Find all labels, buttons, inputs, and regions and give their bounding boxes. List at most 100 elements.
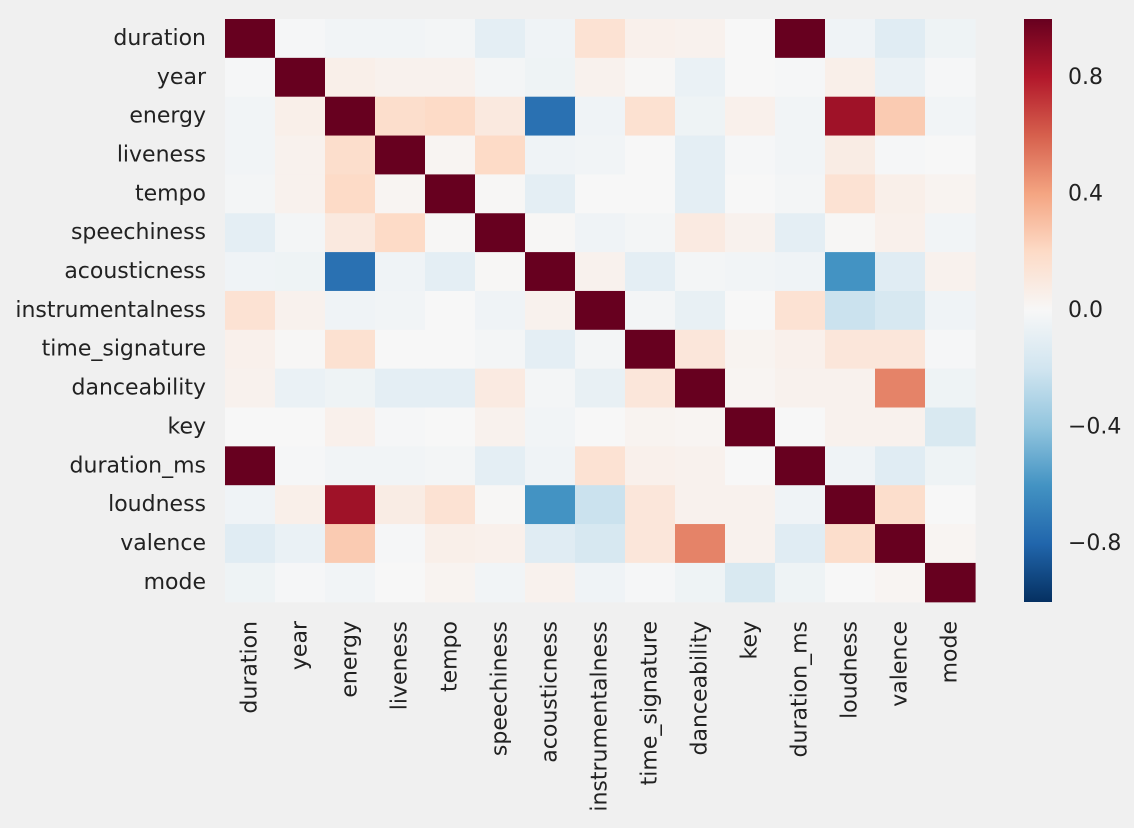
heatmap-cell-time_signature-mode: [925, 329, 976, 370]
heatmap-cell-instrumentalness-duration_ms: [775, 290, 826, 331]
heatmap-cell-liveness-duration_ms: [775, 135, 826, 175]
heatmap-cell-mode-year: [275, 562, 326, 603]
heatmap-cell-energy-valence: [875, 96, 926, 137]
heatmap-cell-mode-danceability: [675, 562, 726, 603]
heatmap-cell-instrumentalness-key: [725, 290, 776, 331]
heatmap-cell-valence-instrumentalness: [575, 524, 626, 564]
heatmap-cell-valence-tempo: [425, 524, 476, 564]
heatmap-cell-duration_ms-instrumentalness: [575, 446, 626, 486]
heatmap-cell-duration-speechiness: [475, 19, 526, 59]
heatmap-cell-loudness-loudness: [825, 485, 876, 525]
heatmap-cell-key-energy: [325, 407, 376, 447]
column-label-acousticness: acousticness: [538, 621, 563, 763]
column-label-duration_ms: duration_ms: [788, 621, 813, 757]
heatmap-cell-loudness-key: [725, 485, 776, 525]
heatmap-cell-valence-key: [725, 524, 776, 564]
heatmap-cell-key-duration: [225, 407, 276, 447]
heatmap-cell-tempo-energy: [325, 174, 376, 214]
heatmap-cell-tempo-liveness: [375, 174, 426, 214]
heatmap-cell-duration-liveness: [375, 19, 426, 59]
heatmap-cell-year-year: [275, 57, 326, 98]
heatmap-cell-loudness-duration: [225, 485, 276, 525]
row-label-key: key: [167, 414, 206, 439]
heatmap-cell-instrumentalness-speechiness: [475, 290, 526, 331]
colorbar-tick-label: −0.4: [1068, 415, 1121, 440]
heatmap-cell-instrumentalness-danceability: [675, 290, 726, 331]
heatmap-cell-time_signature-speechiness: [475, 329, 526, 370]
heatmap-cell-energy-loudness: [825, 96, 876, 137]
heatmap-cell-duration-instrumentalness: [575, 19, 626, 59]
heatmap-cell-danceability-duration: [225, 368, 276, 409]
heatmap-cell-mode-energy: [325, 562, 376, 603]
row-label-year: year: [157, 65, 207, 90]
heatmap-cell-key-loudness: [825, 407, 876, 447]
heatmap-cell-year-danceability: [675, 57, 726, 98]
heatmap-cell-acousticness-key: [725, 252, 776, 292]
heatmap-cell-key-tempo: [425, 407, 476, 447]
column-label-duration: duration: [238, 621, 263, 714]
heatmap-cell-danceability-danceability: [675, 368, 726, 409]
heatmap-cell-time_signature-duration_ms: [775, 329, 826, 370]
heatmap-cell-mode-speechiness: [475, 562, 526, 603]
heatmap-cell-mode-tempo: [425, 562, 476, 603]
heatmap-cell-instrumentalness-time_signature: [625, 290, 676, 331]
heatmap-cell-duration_ms-time_signature: [625, 446, 676, 486]
heatmap-cell-key-speechiness: [475, 407, 526, 447]
heatmap-cell-tempo-loudness: [825, 174, 876, 214]
heatmap-cell-valence-mode: [925, 524, 976, 564]
row-label-speechiness: speechiness: [71, 220, 206, 245]
heatmap-cell-acousticness-time_signature: [625, 252, 676, 292]
column-label-time_signature: time_signature: [638, 621, 663, 785]
heatmap-cell-year-valence: [875, 57, 926, 98]
heatmap-cell-danceability-speechiness: [475, 368, 526, 409]
heatmap-cell-valence-year: [275, 524, 326, 564]
heatmap-cell-duration_ms-valence: [875, 446, 926, 486]
heatmap-cell-loudness-valence: [875, 485, 926, 525]
heatmap-cell-liveness-key: [725, 135, 776, 175]
heatmap-cell-danceability-energy: [325, 368, 376, 409]
heatmap-cell-duration-loudness: [825, 19, 876, 59]
heatmap-cell-speechiness-duration: [225, 213, 276, 253]
heatmap-cell-time_signature-instrumentalness: [575, 329, 626, 370]
colorbar-tick-label: 0.0: [1068, 298, 1103, 323]
colorbar-tick-label: −0.8: [1068, 531, 1121, 556]
heatmap-cell-year-speechiness: [475, 57, 526, 98]
column-label-liveness: liveness: [388, 621, 413, 710]
heatmap-cell-loudness-year: [275, 485, 326, 525]
heatmap-cell-speechiness-time_signature: [625, 213, 676, 253]
heatmap-cell-duration-mode: [925, 19, 976, 59]
heatmap-cell-year-key: [725, 57, 776, 98]
heatmap-cells: [225, 19, 976, 603]
heatmap-cell-duration_ms-liveness: [375, 446, 426, 486]
heatmap-cell-energy-mode: [925, 96, 976, 137]
heatmap-cell-liveness-danceability: [675, 135, 726, 175]
heatmap-cell-year-tempo: [425, 57, 476, 98]
heatmap-cell-speechiness-key: [725, 213, 776, 253]
heatmap-cell-mode-key: [725, 562, 776, 603]
heatmap-cell-speechiness-tempo: [425, 213, 476, 253]
heatmap-cell-acousticness-danceability: [675, 252, 726, 292]
heatmap-cell-liveness-instrumentalness: [575, 135, 626, 175]
heatmap-cell-instrumentalness-year: [275, 290, 326, 331]
heatmap-cell-acousticness-mode: [925, 252, 976, 292]
heatmap-cell-speechiness-instrumentalness: [575, 213, 626, 253]
heatmap-cell-valence-acousticness: [525, 524, 576, 564]
heatmap-cell-tempo-key: [725, 174, 776, 214]
row-label-time_signature: time_signature: [42, 337, 206, 362]
heatmap-cell-danceability-loudness: [825, 368, 876, 409]
heatmap-cell-liveness-liveness: [375, 135, 426, 175]
heatmap-cell-loudness-liveness: [375, 485, 426, 525]
heatmap-cell-acousticness-duration_ms: [775, 252, 826, 292]
heatmap-cell-mode-valence: [875, 562, 926, 603]
heatmap-cell-energy-liveness: [375, 96, 426, 137]
heatmap-cell-tempo-danceability: [675, 174, 726, 214]
heatmap-cell-duration-acousticness: [525, 19, 576, 59]
heatmap-cell-duration_ms-duration: [225, 446, 276, 486]
heatmap-cell-key-liveness: [375, 407, 426, 447]
heatmap-cell-loudness-time_signature: [625, 485, 676, 525]
heatmap-cell-instrumentalness-energy: [325, 290, 376, 331]
heatmap-cell-time_signature-valence: [875, 329, 926, 370]
heatmap-cell-instrumentalness-liveness: [375, 290, 426, 331]
row-label-duration_ms: duration_ms: [70, 453, 206, 478]
heatmap-cell-valence-speechiness: [475, 524, 526, 564]
